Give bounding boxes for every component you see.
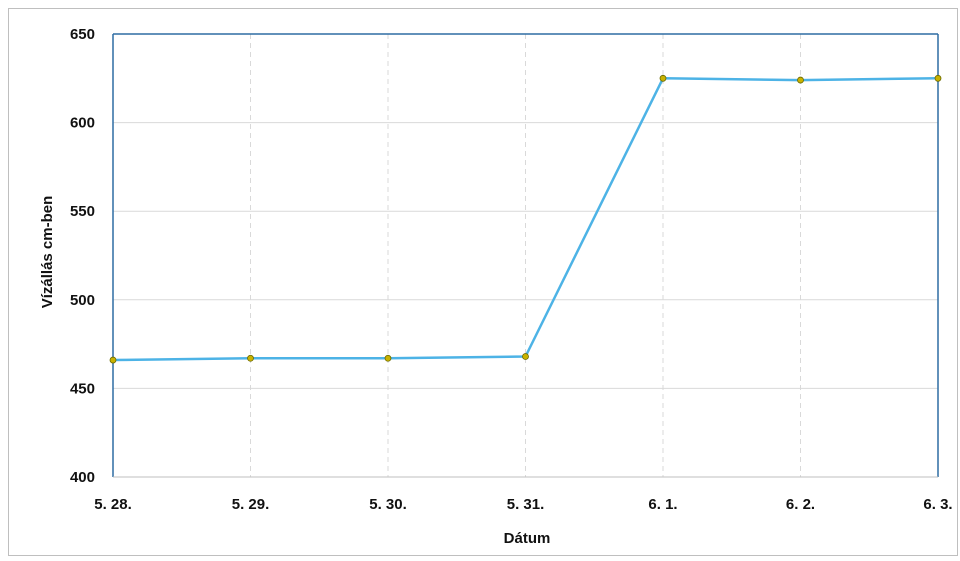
axes (112, 33, 939, 478)
data-point (109, 356, 117, 364)
y-tick-label: 650 (70, 26, 95, 43)
y-tick-label: 550 (70, 203, 95, 220)
x-tick-label: 5. 30. (369, 496, 407, 513)
data-point (797, 76, 804, 84)
grid-lines (112, 33, 939, 478)
y-tick-label: 450 (70, 380, 95, 397)
y-tick-label: 600 (70, 115, 95, 132)
x-axis-title: Dátum (504, 530, 551, 547)
x-tick-label: 6. 3. (923, 496, 952, 513)
data-point (247, 354, 254, 362)
series-layer (109, 74, 942, 364)
chart-frame (8, 8, 958, 556)
y-tick-label: 500 (70, 292, 95, 309)
data-point (934, 74, 942, 82)
x-tick-label: 5. 31. (507, 496, 545, 513)
x-tick-labels: 5. 28. 5. 29. 5. 30. 5. 31. 6. 1. 6. 2. 6. 3. (94, 496, 952, 513)
x-tick-label: 6. 2. (786, 496, 815, 513)
y-tick-labels: 400 450 500 550 600 650 (70, 26, 95, 486)
data-point (659, 74, 667, 82)
data-point (384, 354, 392, 362)
x-tick-label: 5. 29. (232, 496, 270, 513)
x-tick-label: 5. 28. (94, 496, 132, 513)
y-axis-title: Vízállás cm-ben (39, 196, 56, 309)
data-point (522, 353, 529, 360)
y-tick-label: 400 (70, 469, 95, 486)
x-tick-label: 6. 1. (648, 496, 677, 513)
